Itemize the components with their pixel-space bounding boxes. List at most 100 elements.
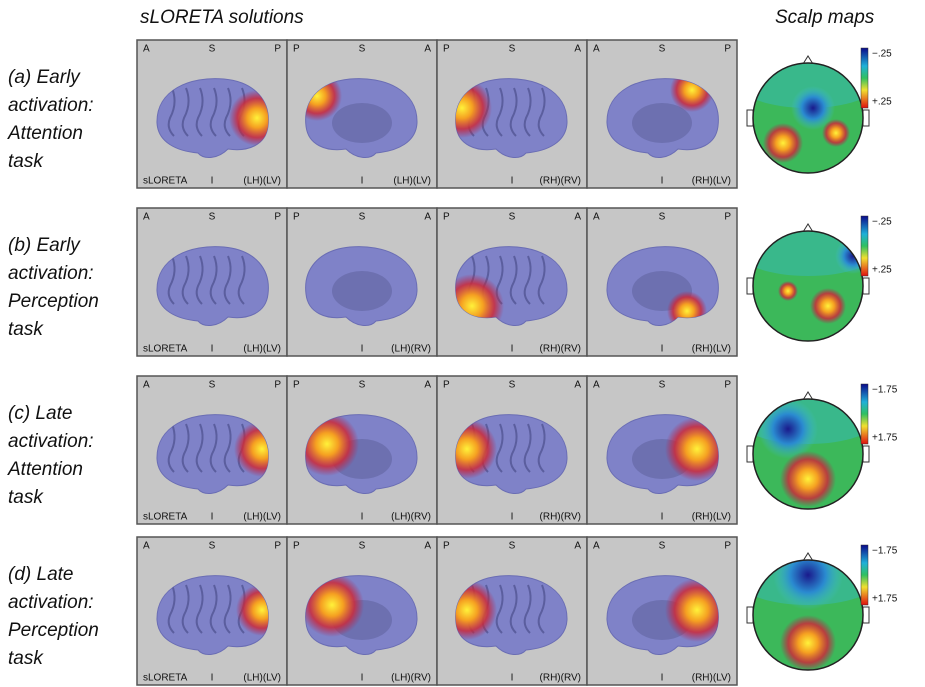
panel-footer: sLORETA [143, 344, 188, 355]
column-title: Scalp maps [775, 7, 875, 28]
sulcus [195, 423, 204, 473]
sulcus [523, 87, 532, 137]
row-label: activation: [8, 431, 94, 452]
nose [802, 552, 814, 562]
sulcus [537, 423, 546, 473]
orientation-label: P [724, 44, 731, 55]
brain-panel: A S P I (RH)(LV) [586, 207, 738, 357]
scalp-spot [810, 288, 846, 324]
panel-footer: I [661, 512, 664, 523]
orientation-label: A [143, 541, 150, 552]
sulcus [167, 423, 176, 473]
activation [455, 78, 492, 138]
orientation-label: A [574, 541, 581, 552]
sulcus [167, 584, 176, 634]
orientation-label: P [293, 380, 300, 391]
orientation-label: S [359, 541, 366, 552]
sulcus [523, 423, 532, 473]
orientation-label: S [659, 44, 666, 55]
orientation-label: S [659, 380, 666, 391]
orientation-label: A [143, 212, 150, 223]
panel-footer: I [211, 176, 214, 187]
panel-footer: (RH)(RV) [540, 344, 581, 355]
head-outline [752, 62, 864, 174]
sulcus [223, 255, 232, 305]
sulcus [223, 423, 232, 473]
orientation-label: A [593, 380, 600, 391]
row-label: task [8, 319, 44, 340]
orientation-label: A [424, 541, 431, 552]
row-label: task [8, 487, 44, 508]
medial-wall [332, 103, 392, 143]
row-label: activation: [8, 95, 94, 116]
colorbar [860, 544, 869, 606]
scale-label: +1.75 [872, 594, 898, 605]
nose [802, 391, 814, 401]
sulcus [181, 584, 190, 634]
row-label: task [8, 648, 44, 669]
orientation-label: P [443, 541, 450, 552]
sulcus [223, 584, 232, 634]
sulcus [209, 255, 218, 305]
orientation-label: A [593, 212, 600, 223]
panel-footer: I [361, 512, 364, 523]
orientation-label: A [424, 44, 431, 55]
panel-footer: (LH)(LV) [243, 344, 281, 355]
scalp-fill [753, 231, 863, 341]
head-outline [752, 559, 864, 671]
panel-footer: I [661, 344, 664, 355]
orientation-label: P [293, 212, 300, 223]
orientation-label: S [509, 380, 516, 391]
sulcus [195, 87, 204, 137]
orientation-label: P [724, 380, 731, 391]
orientation-label: A [593, 44, 600, 55]
brain-detail [332, 271, 392, 311]
ear [746, 277, 754, 295]
column-title: sLORETA solutions [140, 7, 304, 28]
orientation-label: A [424, 212, 431, 223]
scalp-spot [822, 119, 850, 147]
row-label: (c) Late [8, 403, 72, 424]
brain-panel: P S A I (RH)(RV) [436, 39, 588, 189]
brain-panel: A S P I (RH)(LV) [586, 536, 738, 686]
orientation-label: P [274, 380, 281, 391]
sulcus [523, 255, 532, 305]
sulcus [537, 87, 546, 137]
panel-footer: I [361, 176, 364, 187]
orientation-label: S [209, 380, 216, 391]
scale-label: +.25 [872, 97, 892, 108]
panel-footer: I [361, 673, 364, 684]
scale-label: −1.75 [872, 385, 898, 396]
scale-label: −1.75 [872, 546, 898, 557]
activation [229, 90, 269, 146]
brain-panel: P S A I (LH)(LV) [286, 39, 438, 189]
orientation-label: P [293, 541, 300, 552]
panel-footer: sLORETA [143, 176, 188, 187]
scalp-spot [758, 399, 818, 459]
activation [455, 419, 497, 479]
scalp-spot [778, 281, 798, 301]
orientation-label: P [724, 212, 731, 223]
ear [862, 277, 870, 295]
ear [746, 606, 754, 624]
panel-footer: I [361, 344, 364, 355]
brain-detail [455, 78, 546, 138]
orientation-label: A [424, 380, 431, 391]
medial-wall [632, 103, 692, 143]
sulcus [509, 87, 518, 137]
row-label: Perception [8, 291, 99, 312]
orientation-label: A [574, 44, 581, 55]
brain-panel: P S A I (LH)(RV) [286, 207, 438, 357]
sulcus [509, 423, 518, 473]
orientation-label: S [659, 212, 666, 223]
sulcus [495, 584, 504, 634]
scale-label: −.25 [872, 49, 892, 60]
panel-footer: I [661, 176, 664, 187]
scalp-map: −1.75 +1.75 [746, 544, 898, 671]
panel-footer: (LH)(RV) [391, 512, 431, 523]
ear [862, 445, 870, 463]
brain-detail [167, 255, 246, 305]
